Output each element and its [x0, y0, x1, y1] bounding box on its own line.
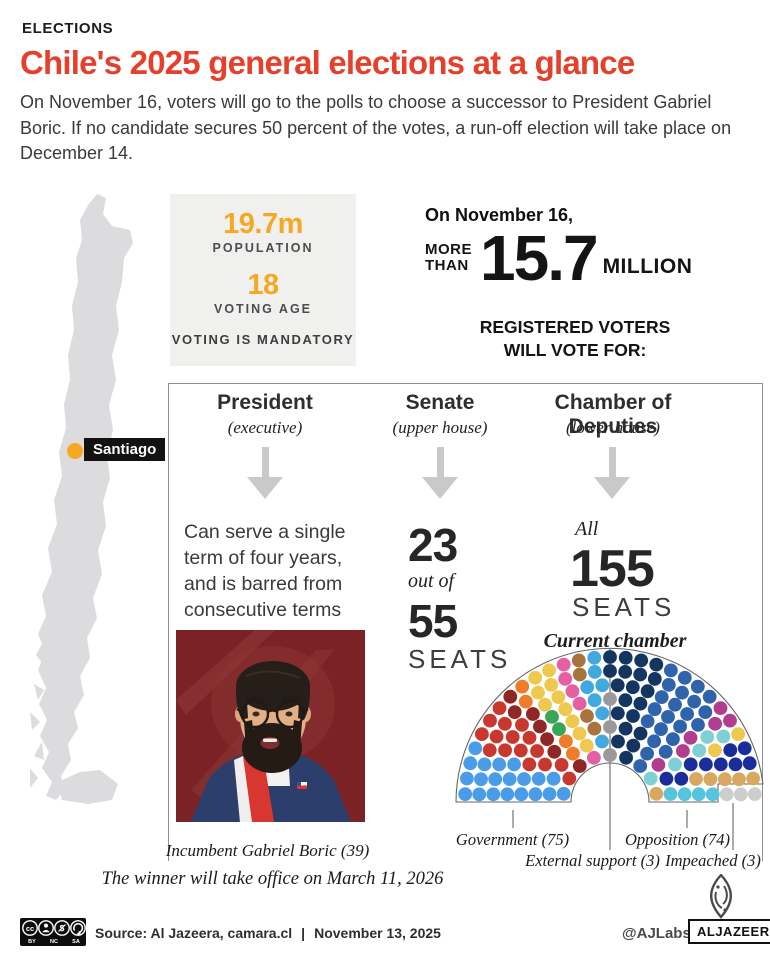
page-title: Chile's 2025 general elections at a glan…	[20, 44, 635, 81]
legend-opposition: Opposition (74)	[625, 830, 730, 849]
intro-paragraph: On November 16, voters will go to the po…	[20, 92, 732, 164]
svg-text:BY: BY	[28, 939, 36, 945]
inauguration-note: The winner will take office on March 11,…	[101, 869, 444, 889]
arrow-down-icon	[247, 447, 283, 501]
chamber-column-subtitle: (lower house)	[566, 418, 660, 437]
chamber-total-seats: 155	[570, 540, 655, 598]
chile-flag-pin	[297, 782, 307, 789]
publish-date: November 13, 2025	[314, 925, 441, 941]
senate-total-seats: 55	[408, 595, 458, 647]
source-text: Source: Al Jazeera, camara.cl	[95, 925, 293, 941]
arrow-down-icon	[422, 447, 458, 501]
mandatory-voting-note: VOTING IS MANDATORY	[171, 332, 355, 347]
senate-seats-label: SEATS	[408, 644, 512, 674]
hemicycle-seats	[458, 650, 762, 802]
ballot-section-frame	[168, 383, 763, 861]
voters-count: 15.7	[480, 222, 599, 294]
voters-figure: MORE THAN 15.7 MILLION	[425, 222, 693, 294]
hemicycle-chart	[455, 647, 764, 850]
million-label: MILLION	[602, 254, 693, 278]
cc-license-badge: cc $ BY NC SA	[20, 918, 86, 946]
legend-government: Government (75)	[455, 830, 570, 849]
legend-external-support: External support (3)	[525, 851, 660, 870]
senate-out-of-label: out of	[408, 570, 455, 592]
population-label: POPULATION	[212, 241, 314, 255]
voting-age-label: VOTING AGE	[213, 302, 312, 316]
hemicycle-outline	[455, 647, 764, 803]
president-column-title: President	[217, 391, 313, 414]
senate-column-title: Senate	[405, 391, 475, 414]
source-separator: |	[301, 925, 306, 941]
more-than-label: MORE THAN	[425, 240, 472, 275]
al-jazeera-wordmark: ALJAZEERA	[688, 919, 770, 944]
source-line: Source: Al Jazeera, camara.cl | November…	[95, 925, 441, 941]
president-term-description: Can serve a single term of four years, a…	[184, 521, 346, 621]
president-column-subtitle: (executive)	[227, 418, 303, 437]
hemicycle-title: Current chamber	[543, 630, 687, 652]
svg-text:NC: NC	[50, 939, 58, 945]
chile-mainland-shape	[38, 194, 133, 800]
chamber-seats-label: SEATS	[572, 592, 676, 622]
election-date: On November 16,	[425, 205, 574, 225]
photo-caption: Incumbent Gabriel Boric (39)	[165, 841, 370, 860]
svg-text:cc: cc	[26, 924, 34, 933]
legend-leader-lines	[512, 803, 734, 850]
voting-age-value: 18	[247, 269, 279, 301]
senate-column-subtitle: (upper house)	[392, 418, 488, 437]
santiago-label: Santiago	[84, 438, 166, 461]
ajlabs-credit: @AJLabs	[622, 925, 691, 942]
tierra-del-fuego-shape	[58, 770, 118, 804]
boric-photo-illustration	[176, 630, 365, 822]
kicker: ELECTIONS	[22, 20, 114, 37]
legend-impeached: Impeached (3)	[665, 851, 761, 870]
country-stats-box: 19.7m POPULATION 18 VOTING AGE VOTING IS…	[170, 194, 356, 366]
chile-map	[30, 194, 133, 804]
senate-contested-seats: 23	[408, 519, 458, 571]
arrow-down-icon	[594, 447, 630, 501]
chamber-all-label: All	[575, 518, 599, 540]
svg-text:SA: SA	[72, 939, 80, 945]
al-jazeera-logo	[710, 874, 732, 919]
chamber-column-title: Chamber of Deputies	[554, 391, 672, 438]
population-value: 19.7m	[223, 208, 303, 240]
santiago-dot	[67, 443, 83, 459]
registered-voters-label: REGISTERED VOTERS WILL VOTE FOR:	[479, 317, 671, 360]
